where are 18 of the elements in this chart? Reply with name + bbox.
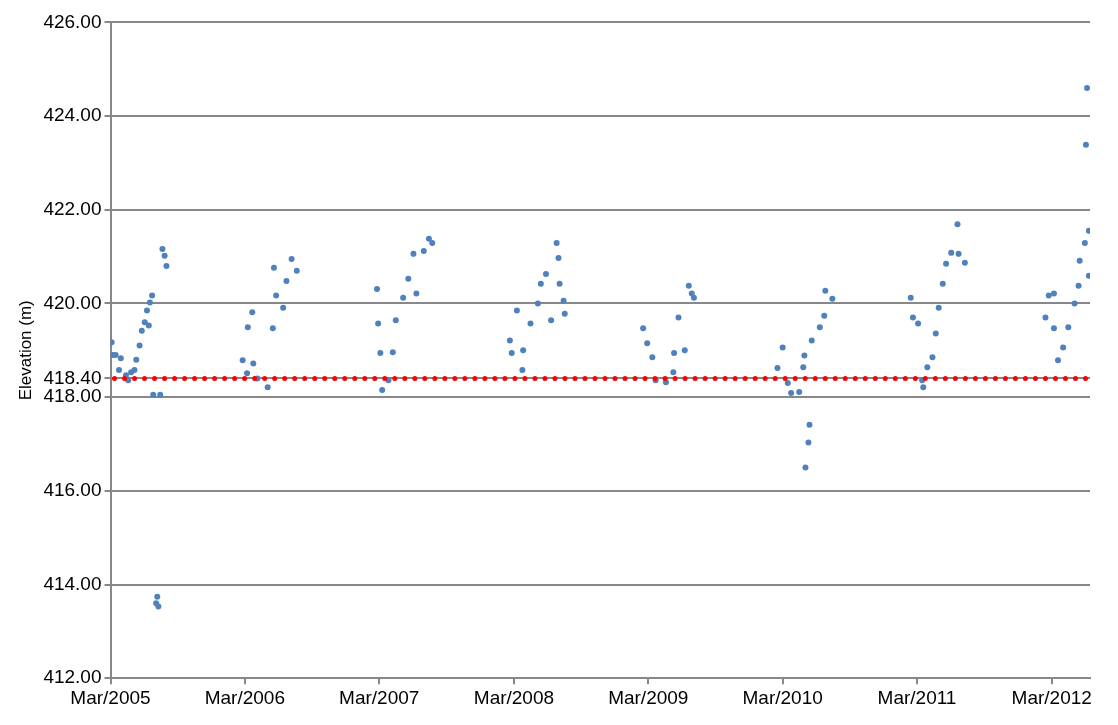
x-tick-label: Mar/2009 (608, 686, 689, 708)
x-tick-label: Mar/2011 (877, 686, 957, 708)
y-tick-label: 422.00 (43, 198, 102, 220)
y-tick-label: 424.00 (43, 104, 102, 126)
y-tick-label: 412.00 (43, 666, 102, 688)
x-tick-label: Mar/2005 (70, 686, 151, 708)
y-tick-label: 426.00 (43, 10, 102, 32)
y-tick-label: 416.00 (43, 479, 102, 501)
y-tick-label: 418.00 (43, 385, 102, 407)
y-axis-title: Elevation (m) (15, 300, 35, 401)
x-tick-label: Mar/2007 (339, 686, 420, 708)
y-tick-label: 418.40 (43, 366, 102, 388)
y-tick-label: 414.00 (43, 572, 102, 594)
x-tick-label: Mar/2012 (1011, 686, 1092, 708)
x-tick-label: Mar/2006 (204, 686, 286, 708)
y-tick-label: 420.00 (43, 291, 102, 313)
x-tick-label: Mar/2010 (742, 686, 823, 708)
x-tick-label: Mar/2008 (473, 686, 555, 708)
